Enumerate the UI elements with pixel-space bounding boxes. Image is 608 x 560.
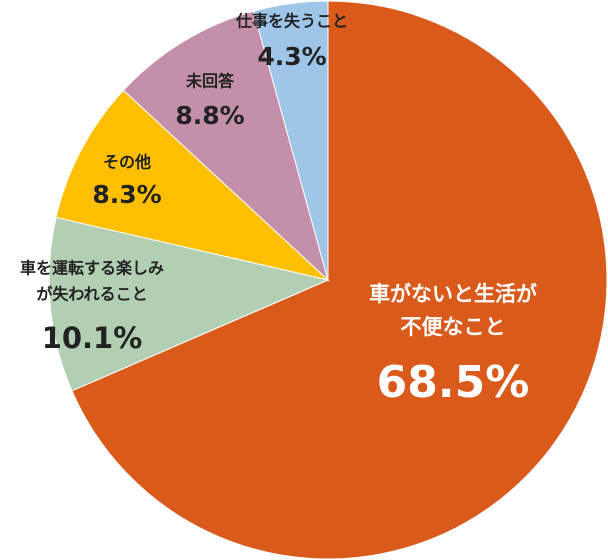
slice-label: 不便なこと bbox=[401, 315, 506, 339]
value-label: 68.5% bbox=[377, 357, 530, 408]
pie-slice bbox=[48, 216, 330, 392]
pie-slice bbox=[122, 10, 329, 282]
slice-label: 仕事を失うこと bbox=[235, 12, 348, 31]
slice-label: 車を運転する楽しみ bbox=[20, 259, 164, 278]
value-label: 8.3% bbox=[92, 180, 161, 209]
value-label: 8.8% bbox=[175, 101, 244, 130]
slice-label: その他 bbox=[103, 153, 151, 172]
pie-slice bbox=[252, 0, 329, 281]
value-label: 4.3% bbox=[257, 42, 326, 71]
pie-slice bbox=[55, 89, 330, 281]
value-label: 10.1% bbox=[42, 321, 143, 355]
pie-slice bbox=[71, 0, 608, 560]
slice-label: が失われること bbox=[36, 285, 147, 304]
slice-label: 車がないと生活が bbox=[369, 282, 537, 306]
slice-label: 未回答 bbox=[185, 72, 235, 91]
